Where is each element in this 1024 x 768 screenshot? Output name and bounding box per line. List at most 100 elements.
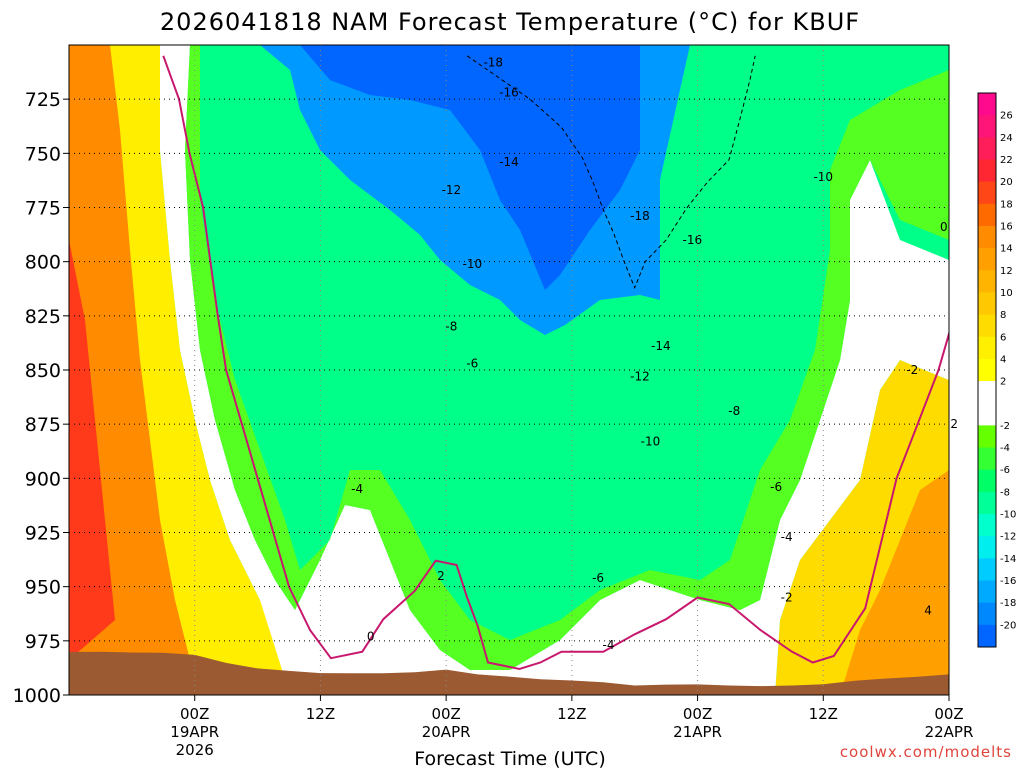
y-tick-label: 1000 — [13, 685, 61, 707]
colorbar-label: 2 — [1000, 377, 1006, 388]
isotherm-label: 0 — [367, 630, 375, 644]
temperature-field — [69, 45, 949, 695]
colorbar-swatch — [978, 270, 996, 293]
colorbar-swatch — [978, 580, 996, 604]
colorbar-label: -12 — [1000, 532, 1016, 543]
colorbar-label: -10 — [1000, 510, 1016, 521]
chart-title: 2026041818 NAM Forecast Temperature (°C)… — [160, 8, 860, 36]
colorbar-label: -20 — [1000, 620, 1016, 631]
y-tick-label: 975 — [25, 631, 61, 653]
colorbar-label: 26 — [1000, 111, 1013, 122]
colorbar-swatch — [978, 225, 996, 249]
isotherm-line — [466, 55, 756, 290]
colorbar-swatch — [978, 514, 996, 537]
isotherm-label: -6 — [770, 480, 782, 494]
colorbar-label: -18 — [1000, 598, 1016, 609]
isotherm-lines — [162, 55, 949, 671]
colorbar-label: -16 — [1000, 576, 1016, 587]
colorbar-swatch — [978, 137, 996, 160]
colorbar-swatch — [978, 469, 996, 493]
x-tick-label: 12Z — [557, 705, 586, 723]
isotherm-label: -8 — [445, 320, 457, 334]
x-tick-label: 00Z — [683, 705, 712, 723]
x-tick-label: 00Z — [934, 705, 963, 723]
colorbar: 26 24 22 20 18 16 14 12 10 8 6 4 2 -2 -4 -6 -8 -10 -12 -14 -… — [977, 92, 1016, 648]
colorbar-swatch — [978, 336, 996, 360]
colorbar-label: 16 — [1000, 221, 1013, 232]
y-tick-label: 750 — [25, 143, 61, 165]
isotherm-label: -18 — [483, 55, 503, 69]
colorbar-swatch — [978, 159, 996, 183]
colorbar-swatch — [978, 381, 996, 404]
y-tick-label: 900 — [25, 468, 61, 490]
isotherm-label: 2 — [437, 569, 445, 583]
isotherm-line — [162, 55, 949, 671]
colorbar-swatch — [978, 248, 996, 271]
credit-text: coolwx.com/modelts — [840, 743, 1012, 761]
colorbar-swatch — [978, 314, 996, 338]
isotherm-label: 4 — [924, 604, 932, 618]
y-tick-label: 725 — [25, 89, 61, 111]
colorbar-label: 14 — [1000, 244, 1013, 255]
colorbar-label: 4 — [1000, 354, 1006, 365]
x-tick-label: 2026 — [176, 741, 214, 759]
isotherm-label: -14 — [651, 339, 671, 353]
x-tick-label: 00Z — [431, 705, 460, 723]
isotherm-label: -4 — [781, 530, 793, 544]
colorbar-label: 20 — [1000, 177, 1013, 188]
colorbar-label: -4 — [1000, 443, 1010, 454]
colorbar-swatch — [978, 93, 996, 116]
colorbar-swatch — [978, 292, 996, 316]
colorbar-swatch — [978, 536, 996, 559]
x-tick-label: 21APR — [673, 723, 722, 741]
isotherm-label: -2 — [781, 591, 793, 605]
colorbar-label: 24 — [1000, 133, 1013, 144]
y-tick-label: 775 — [25, 198, 61, 220]
isotherm-label: -4 — [603, 638, 615, 652]
colorbar-swatch — [978, 403, 996, 426]
colorbar-label: -2 — [1000, 421, 1010, 432]
colorbar-label: 22 — [1000, 155, 1013, 166]
colorbar-swatch — [978, 425, 996, 449]
y-tick-label: 850 — [25, 360, 61, 382]
colorbar-swatch — [978, 203, 996, 227]
band-fill-freezing — [160, 45, 949, 695]
y-axis: 725 750 775 800 825 850 875 900 925 950 975 1000 — [13, 89, 69, 707]
isotherm-label: -10 — [463, 257, 483, 271]
isotherm-label: -6 — [592, 571, 604, 585]
isotherm-label: -16 — [499, 86, 519, 100]
y-tick-label: 800 — [25, 252, 61, 274]
band-fill-hot-right — [840, 470, 949, 695]
y-tick-label: 875 — [25, 414, 61, 436]
isotherm-labels: -18 -16 -14 -12 -10 -8 -6 -4 0 2 -18 -16 -14 -12 -10 -8… — [351, 55, 992, 652]
isotherm-label: -14 — [499, 155, 519, 169]
x-tick-label: 12Z — [809, 705, 838, 723]
colorbar-swatch — [978, 358, 996, 382]
colorbar-label: -6 — [1000, 465, 1010, 476]
grid — [69, 45, 950, 696]
band-fill-coldest — [300, 45, 640, 290]
colorbar-label: -8 — [1000, 487, 1010, 498]
y-tick-label: 950 — [25, 577, 61, 599]
colorbar-swatch — [978, 558, 996, 582]
x-tick-label: 20APR — [422, 723, 471, 741]
colorbar-label: 12 — [1000, 266, 1013, 277]
x-tick-label: 12Z — [306, 705, 335, 723]
isotherm-label: 0 — [940, 220, 948, 234]
isotherm-label: -10 — [641, 435, 661, 449]
colorbar-swatch — [978, 115, 996, 138]
colorbar-swatch — [978, 624, 996, 648]
isotherm-label: -12 — [442, 183, 462, 197]
x-tick-label: 00Z — [180, 705, 209, 723]
band-fill-cool — [185, 45, 949, 670]
colorbar-swatch — [978, 602, 996, 626]
colorbar-frame — [977, 92, 997, 648]
y-tick-label: 925 — [25, 523, 61, 545]
colorbar-label: 8 — [1000, 310, 1006, 321]
isotherm-label: -8 — [728, 404, 740, 418]
terrain-below-surface — [69, 651, 949, 695]
colorbar-label: 6 — [1000, 332, 1006, 343]
colorbar-label: -14 — [1000, 554, 1016, 565]
